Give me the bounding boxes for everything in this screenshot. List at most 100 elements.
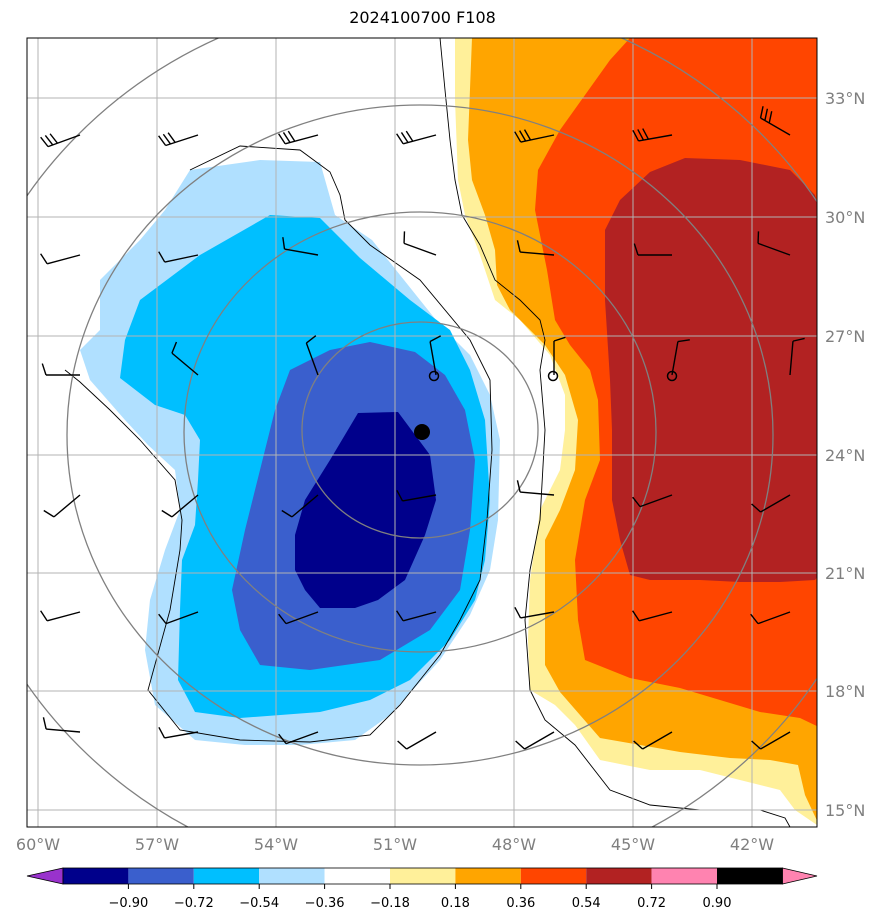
colorbar-bin — [520, 868, 587, 884]
wind-barb-flag — [282, 237, 286, 250]
lon-label: 54°W — [254, 835, 298, 854]
lon-label: 45°W — [611, 835, 655, 854]
wind-barb-flag — [278, 733, 287, 745]
wind-barb-flag — [768, 111, 773, 124]
colorbar-bin — [651, 868, 717, 884]
wind-barb-flag — [397, 740, 408, 750]
colorbar-tick-label: −0.54 — [239, 896, 279, 911]
wind-barb — [520, 611, 555, 619]
wind-barb — [171, 494, 199, 518]
longitude-labels: 60°W 57°W 54°W 51°W 48°W 45°W 42°W — [16, 835, 774, 854]
wind-barb — [165, 611, 199, 625]
wind-barb — [642, 731, 673, 750]
wind-barb — [164, 731, 199, 739]
lat-label: 21°N — [825, 564, 865, 583]
wind-barb — [285, 731, 319, 745]
lat-label: 24°N — [825, 446, 865, 465]
anomaly-fills — [80, 38, 817, 825]
wind-barb-flag — [171, 341, 178, 354]
colorbar-tick-label: 0.18 — [441, 896, 470, 911]
wind-barb-flag — [42, 717, 47, 730]
wind-barb-flag — [281, 509, 293, 518]
wind-barb — [284, 248, 319, 256]
wind-barb — [47, 134, 81, 148]
wind-barb-flag — [516, 240, 521, 253]
lat-label: 15°N — [825, 801, 865, 820]
colorbar-bin — [193, 868, 260, 884]
wind-barb — [165, 134, 199, 147]
wind-barb — [638, 611, 673, 622]
lat-label: 30°N — [825, 208, 865, 227]
lat-label: 27°N — [825, 327, 865, 346]
wind-barb — [760, 731, 791, 750]
wind-barb — [46, 611, 81, 622]
wind-barb-flag — [282, 132, 291, 143]
colorbar-high-extend — [782, 867, 818, 885]
wind-barb — [524, 731, 555, 750]
wind-barb-flag — [405, 130, 414, 142]
wind-barb-flag — [158, 135, 167, 146]
lon-label: 51°W — [373, 835, 417, 854]
wind-barb-flag — [40, 253, 48, 265]
storm-center-marker — [414, 424, 430, 440]
wind-barb-flag — [44, 135, 54, 146]
wind-barb — [520, 491, 555, 496]
isobar-contours — [27, 38, 817, 827]
wind-barb-flag — [759, 106, 764, 119]
wind-barb — [284, 134, 319, 145]
wind-barb — [402, 134, 437, 145]
wind-barb-flag — [632, 129, 640, 142]
lat-label: 18°N — [825, 682, 865, 701]
wind-barb — [760, 494, 791, 513]
wind-barb — [403, 242, 437, 256]
fill-dark-red — [605, 158, 817, 582]
colorbar-tick-label: 0.90 — [703, 896, 732, 911]
colorbar-bin — [128, 868, 194, 884]
wind-barb-flag — [158, 251, 166, 263]
wind-barb-flag — [41, 363, 47, 376]
wind-barb — [520, 134, 555, 143]
wind-barb-flag — [396, 610, 404, 622]
lon-label: 57°W — [135, 835, 179, 854]
station-marker — [666, 370, 678, 382]
wind-barb-flag — [553, 336, 566, 342]
wind-barb-flag — [750, 613, 759, 625]
wind-barb-flag — [49, 133, 58, 144]
lon-label: 60°W — [16, 835, 60, 854]
wind-barbs — [40, 106, 805, 750]
wind-barb-flag — [40, 136, 49, 148]
colorbar-bin — [259, 868, 325, 884]
wind-barb-flag — [158, 726, 166, 739]
wind-barb — [285, 611, 319, 625]
wind-barb-flag — [642, 128, 649, 140]
wind-barb — [760, 117, 791, 136]
wind-barb — [402, 494, 437, 502]
colorbar-tick-label: 0.72 — [637, 896, 666, 911]
colorbar: −0.90 −0.72 −0.54 −0.36 −0.18 0.18 0.36 … — [26, 867, 818, 911]
lon-label: 48°W — [492, 835, 536, 854]
lat-label: 33°N — [825, 89, 865, 108]
wind-barb-flag — [514, 131, 522, 143]
wind-barb-flag — [764, 108, 769, 121]
wind-barb-flag — [792, 337, 805, 342]
wind-barb — [520, 251, 555, 256]
outline-lines — [64, 38, 791, 827]
wind-barb — [402, 611, 437, 622]
wind-barb — [429, 341, 437, 376]
colorbar-ticks — [127, 884, 718, 889]
fill-navy — [295, 412, 436, 608]
wind-barb-flag — [751, 503, 762, 513]
wind-barb-flag — [43, 509, 55, 518]
lon-label: 42°W — [730, 835, 774, 854]
wind-barb-flag — [632, 610, 640, 622]
wind-barb-flag — [677, 339, 690, 343]
wind-barb-flag — [287, 130, 296, 142]
colorbar-tick-label: −0.18 — [370, 896, 410, 911]
map-title: 2024100700 F108 — [349, 8, 496, 27]
wind-barb — [789, 341, 794, 376]
wind-barb — [291, 494, 319, 518]
wind-barb-flag — [162, 133, 171, 145]
grid-lines — [27, 38, 817, 827]
wind-barb-flag — [515, 740, 526, 750]
